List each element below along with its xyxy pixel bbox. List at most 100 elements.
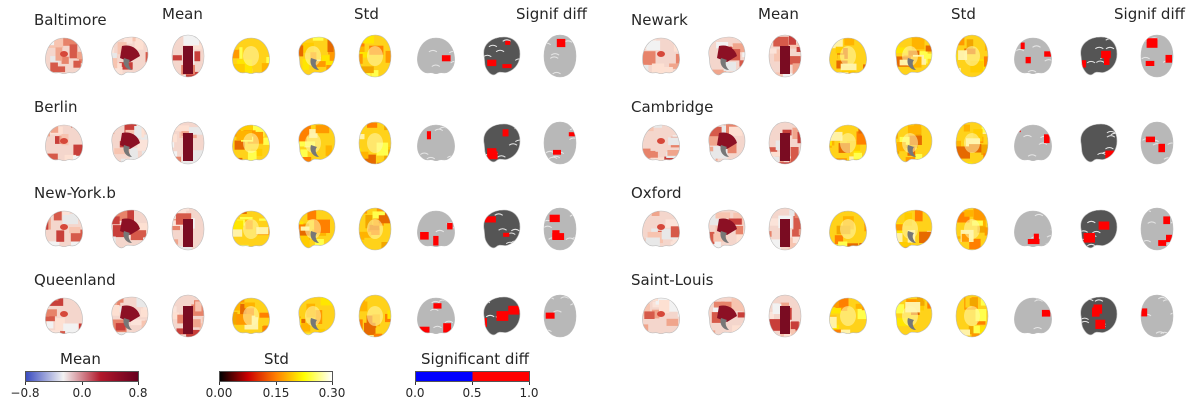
mean-axial-brain-view bbox=[171, 207, 205, 251]
mean-coronal-brain-view bbox=[642, 124, 680, 162]
std-sagittal-brain-view bbox=[298, 209, 336, 249]
site-label-saint-louis: Saint-Louis bbox=[631, 271, 714, 289]
colorbar-mean-title: Mean bbox=[60, 350, 101, 368]
colorbar-std-tick-mid: 0.15 bbox=[262, 386, 290, 400]
signif-coronal-brain-view bbox=[417, 37, 455, 75]
colorbar-std-tickmark bbox=[276, 382, 277, 385]
signif-coronal-brain-view bbox=[1014, 297, 1052, 335]
std-axial-brain-view bbox=[955, 121, 989, 165]
mean-sagittal-brain-view bbox=[111, 36, 149, 76]
std-sagittal-brain-view bbox=[895, 123, 933, 163]
site-label-oxford: Oxford bbox=[631, 184, 682, 202]
mean-sagittal-brain-view bbox=[111, 209, 149, 249]
std-coronal-brain-view bbox=[232, 124, 270, 162]
mean-coronal-brain-view bbox=[45, 124, 83, 162]
mean-coronal-brain-view bbox=[642, 37, 680, 75]
mean-axial-brain-view bbox=[171, 121, 205, 165]
panel-1-header-signif-diff: Signif diff bbox=[516, 5, 587, 23]
colorbar-std-title: Std bbox=[264, 350, 289, 368]
std-axial-brain-view bbox=[358, 294, 392, 338]
mean-coronal-brain-view bbox=[45, 37, 83, 75]
panel-2-header-mean: Mean bbox=[758, 5, 799, 23]
std-coronal-brain-view bbox=[829, 297, 867, 335]
colorbar-mean bbox=[25, 371, 139, 382]
colorbar-signif-tick-mid: 0.5 bbox=[462, 386, 482, 400]
colorbar-std-tick-min: 0.00 bbox=[205, 386, 233, 400]
colorbar-signif-tickmark bbox=[472, 382, 473, 385]
colorbar-signif-tick-max: 1.0 bbox=[519, 386, 539, 400]
std-axial-brain-view bbox=[955, 207, 989, 251]
signif-sagittal-brain-view bbox=[483, 209, 521, 249]
site-label-baltimore: Baltimore bbox=[34, 11, 107, 29]
mean-coronal-brain-view bbox=[45, 210, 83, 248]
colorbar-mean-tickmark bbox=[138, 382, 139, 385]
mean-coronal-brain-view bbox=[45, 297, 83, 335]
site-label-queenland: Queenland bbox=[34, 271, 116, 289]
colorbar-mean-tick-mid: 0.0 bbox=[72, 386, 92, 400]
signif-coronal-brain-view bbox=[417, 297, 455, 335]
std-coronal-brain-view bbox=[829, 37, 867, 75]
colorbar-std-tickmark bbox=[332, 382, 333, 385]
panel-1-header-std: Std bbox=[354, 5, 379, 23]
signif-sagittal-brain-view bbox=[1080, 36, 1118, 76]
mean-sagittal-brain-view bbox=[708, 123, 746, 163]
std-sagittal-brain-view bbox=[895, 36, 933, 76]
colorbar-signif-tickmark bbox=[415, 382, 416, 385]
mean-coronal-brain-view bbox=[642, 210, 680, 248]
mean-sagittal-brain-view bbox=[708, 296, 746, 336]
colorbar-signif-tick-min: 0.0 bbox=[405, 386, 425, 400]
signif-axial-brain-view bbox=[543, 207, 577, 251]
mean-axial-brain-view bbox=[171, 294, 205, 338]
signif-sagittal-brain-view bbox=[483, 36, 521, 76]
signif-coronal-brain-view bbox=[1014, 37, 1052, 75]
std-sagittal-brain-view bbox=[895, 209, 933, 249]
panel-1-header-mean: Mean bbox=[162, 5, 203, 23]
mean-coronal-brain-view bbox=[642, 297, 680, 335]
colorbar-signif bbox=[415, 371, 530, 382]
std-coronal-brain-view bbox=[829, 210, 867, 248]
std-axial-brain-view bbox=[358, 207, 392, 251]
std-axial-brain-view bbox=[955, 34, 989, 78]
mean-axial-brain-view bbox=[768, 121, 802, 165]
panel-2-header-signif-diff: Signif diff bbox=[1114, 5, 1185, 23]
std-coronal-brain-view bbox=[232, 210, 270, 248]
site-label-berlin: Berlin bbox=[34, 98, 78, 116]
colorbar-std-tickmark bbox=[219, 382, 220, 385]
colorbar-signif-title: Significant diff bbox=[421, 350, 529, 368]
colorbar-std-tick-max: 0.30 bbox=[318, 386, 346, 400]
signif-axial-brain-view bbox=[1140, 121, 1174, 165]
std-sagittal-brain-view bbox=[298, 36, 336, 76]
signif-sagittal-brain-view bbox=[1080, 296, 1118, 336]
signif-coronal-brain-view bbox=[1014, 124, 1052, 162]
mean-axial-brain-view bbox=[768, 34, 802, 78]
site-label-new-york-b: New-York.b bbox=[34, 184, 116, 202]
std-axial-brain-view bbox=[358, 121, 392, 165]
colorbar-signif-tickmark bbox=[529, 382, 530, 385]
std-axial-brain-view bbox=[955, 294, 989, 338]
std-sagittal-brain-view bbox=[298, 296, 336, 336]
colorbar-mean-tick-max: 0.8 bbox=[128, 386, 148, 400]
signif-axial-brain-view bbox=[1140, 34, 1174, 78]
mean-axial-brain-view bbox=[171, 34, 205, 78]
colorbar-mean-tickmark bbox=[82, 382, 83, 385]
mean-sagittal-brain-view bbox=[708, 36, 746, 76]
signif-axial-brain-view bbox=[1140, 207, 1174, 251]
signif-coronal-brain-view bbox=[417, 124, 455, 162]
std-coronal-brain-view bbox=[232, 37, 270, 75]
mean-sagittal-brain-view bbox=[708, 209, 746, 249]
std-axial-brain-view bbox=[358, 34, 392, 78]
signif-axial-brain-view bbox=[1140, 294, 1174, 338]
signif-axial-brain-view bbox=[543, 34, 577, 78]
colorbar-mean-tickmark bbox=[25, 382, 26, 385]
signif-coronal-brain-view bbox=[417, 210, 455, 248]
signif-sagittal-brain-view bbox=[483, 296, 521, 336]
site-label-cambridge: Cambridge bbox=[631, 98, 714, 116]
signif-sagittal-brain-view bbox=[1080, 209, 1118, 249]
mean-axial-brain-view bbox=[768, 294, 802, 338]
std-coronal-brain-view bbox=[829, 124, 867, 162]
signif-sagittal-brain-view bbox=[483, 123, 521, 163]
std-sagittal-brain-view bbox=[298, 123, 336, 163]
mean-axial-brain-view bbox=[768, 207, 802, 251]
colorbar-mean-tick-min: −0.8 bbox=[10, 386, 40, 400]
site-label-newark: Newark bbox=[631, 11, 688, 29]
